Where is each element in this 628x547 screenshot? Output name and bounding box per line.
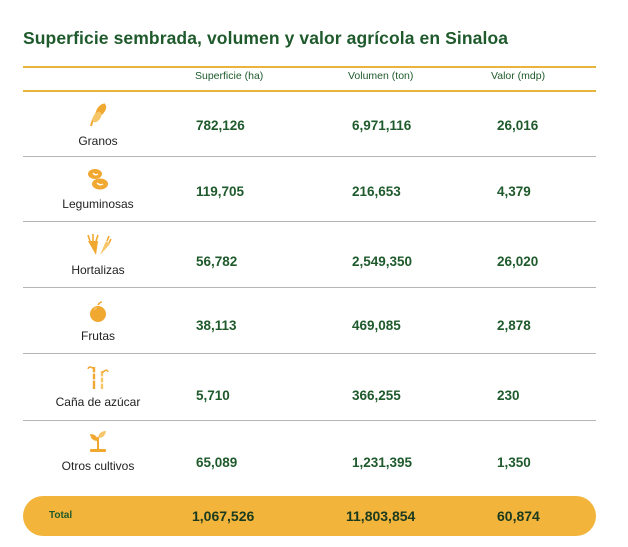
category-cell: Caña de azúcar [23,363,173,409]
row-divider [23,420,596,421]
row-divider [23,287,596,288]
superficie-value: 65,089 [196,455,238,470]
row-divider [23,353,596,354]
volumen-value: 6,971,116 [352,118,412,133]
header-rule [23,90,596,92]
table-row: Granos 782,126 6,971,116 26,016 [23,92,596,156]
category-cell: Hortalizas [23,233,173,277]
table-row: Frutas 38,113 469,085 2,878 [23,288,596,352]
total-label: Total [49,510,73,521]
volumen-value: 1,231,395 [352,455,413,470]
category-label: Frutas [80,329,115,343]
valor-value: 230 [497,388,520,403]
volumen-value: 216,653 [352,184,401,199]
page-title: Superficie sembrada, volumen y valor agr… [23,28,509,48]
superficie-value: 782,126 [196,118,245,133]
volumen-value: 2,549,350 [352,254,413,269]
valor-value: 4,379 [497,184,531,199]
volumen-value: 469,085 [352,318,401,333]
seedling-icon [90,431,106,452]
row-divider [23,221,596,222]
table-row: Leguminosas 119,705 216,653 4,379 [23,157,596,221]
category-label: Otros cultivos [61,459,135,473]
table-row: Caña de azúcar 5,710 366,255 230 [23,354,596,418]
top-rule [23,66,596,68]
volumen-value: 366,255 [352,388,401,403]
total-row: Total 1,067,526 11,803,854 60,874 [23,496,596,536]
total-valor-value: 60,874 [497,508,540,524]
category-label: Granos [78,134,118,148]
superficie-value: 5,710 [196,388,230,403]
category-cell: Leguminosas [23,167,173,211]
table-row: Hortalizas 56,782 2,549,350 26,020 [23,222,596,286]
superficie-value: 38,113 [196,318,237,333]
total-superficie-value: 1,067,526 [192,508,255,524]
valor-value: 2,878 [497,318,531,333]
beans-icon [88,169,108,190]
valor-value: 26,020 [497,254,539,269]
vegetables-icon [87,234,112,255]
total-volumen-value: 11,803,854 [346,508,416,524]
category-cell: Granos [23,102,173,148]
superficie-value: 119,705 [196,184,245,199]
category-cell: Frutas [23,301,173,343]
category-label: Hortalizas [71,263,125,277]
fruit-icon [90,301,106,322]
row-divider [23,156,596,157]
superficie-value: 56,782 [196,254,238,269]
wheat-grain-icon [90,103,107,127]
column-header-superficie: Superficie (ha) [195,70,264,82]
sugar-cane-icon [87,366,109,389]
category-cell: Otros cultivos [23,429,173,473]
category-label: Leguminosas [62,197,134,211]
valor-value: 26,016 [497,118,539,133]
valor-value: 1,350 [497,455,531,470]
column-header-volumen: Volumen (ton) [348,70,414,82]
category-label: Caña de azúcar [55,395,141,409]
table-row: Otros cultivos 65,089 1,231,395 1,350 [23,421,596,487]
column-header-valor: Valor (mdp) [491,70,546,82]
